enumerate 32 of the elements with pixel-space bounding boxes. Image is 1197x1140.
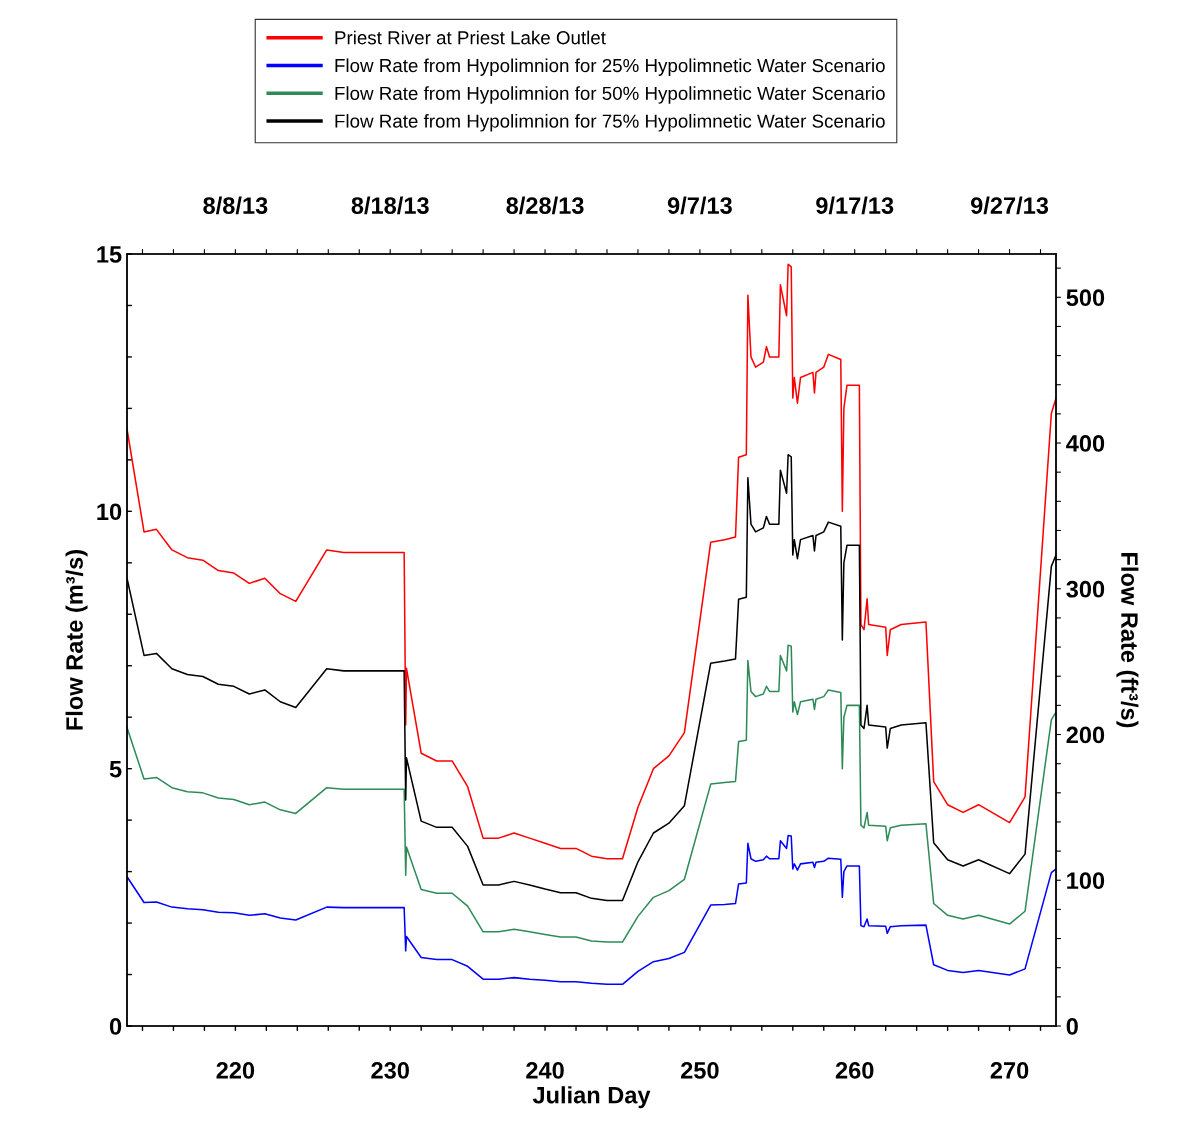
x-tick-label: 220 (216, 1062, 255, 1079)
x-tick-label: 250 (681, 1062, 719, 1079)
legend-label: Flow Rate from Hypolimnion for 50% Hypolimnetic Water Scenario (335, 86, 885, 104)
y2-tick-label: 0 (1066, 1018, 1078, 1035)
x2-tick-label: 8/28/13 (506, 196, 584, 215)
line-series (127, 834, 1056, 986)
legend-label: Priest River at Priest Lake Outlet (335, 30, 606, 45)
y-tick-label: 15 (97, 246, 122, 263)
x-axis-title: Julian Day (532, 1086, 651, 1109)
x-tick-label: 230 (371, 1062, 409, 1079)
y2-axis-title: Flow Rate (ft³/s) (1116, 553, 1139, 728)
x-tick-label: 270 (990, 1062, 1029, 1079)
y-tick-label: 10 (97, 503, 122, 521)
y2-tick-label: 200 (1066, 726, 1105, 744)
x-tick-label: 260 (835, 1062, 874, 1079)
x2-tick-label: 9/7/13 (667, 196, 732, 215)
y-axis-title: Flow Rate (m³/s) (65, 550, 88, 730)
legend-label: Flow Rate from Hypolimnion for 75% Hypolimnetic Water Scenario (335, 114, 885, 132)
y2-tick-label: 300 (1066, 580, 1105, 598)
y-tick-label: 5 (109, 760, 122, 778)
x-tick-label: 240 (526, 1062, 564, 1079)
legend-label: Flow Rate from Hypolimnion for 25% Hypolimnetic Water Scenario (335, 58, 885, 76)
y2-tick-label: 100 (1067, 872, 1105, 890)
y2-tick-label: 500 (1066, 289, 1105, 307)
line-series (127, 263, 1056, 860)
line-series (127, 644, 1056, 943)
x2-tick-label: 9/27/13 (970, 196, 1049, 215)
y2-tick-label: 400 (1066, 435, 1105, 452)
x2-tick-label: 8/8/13 (203, 196, 268, 215)
y-tick-label: 0 (109, 1018, 122, 1035)
x2-tick-label: 9/17/13 (816, 196, 894, 215)
x2-tick-label: 8/18/13 (351, 196, 429, 215)
